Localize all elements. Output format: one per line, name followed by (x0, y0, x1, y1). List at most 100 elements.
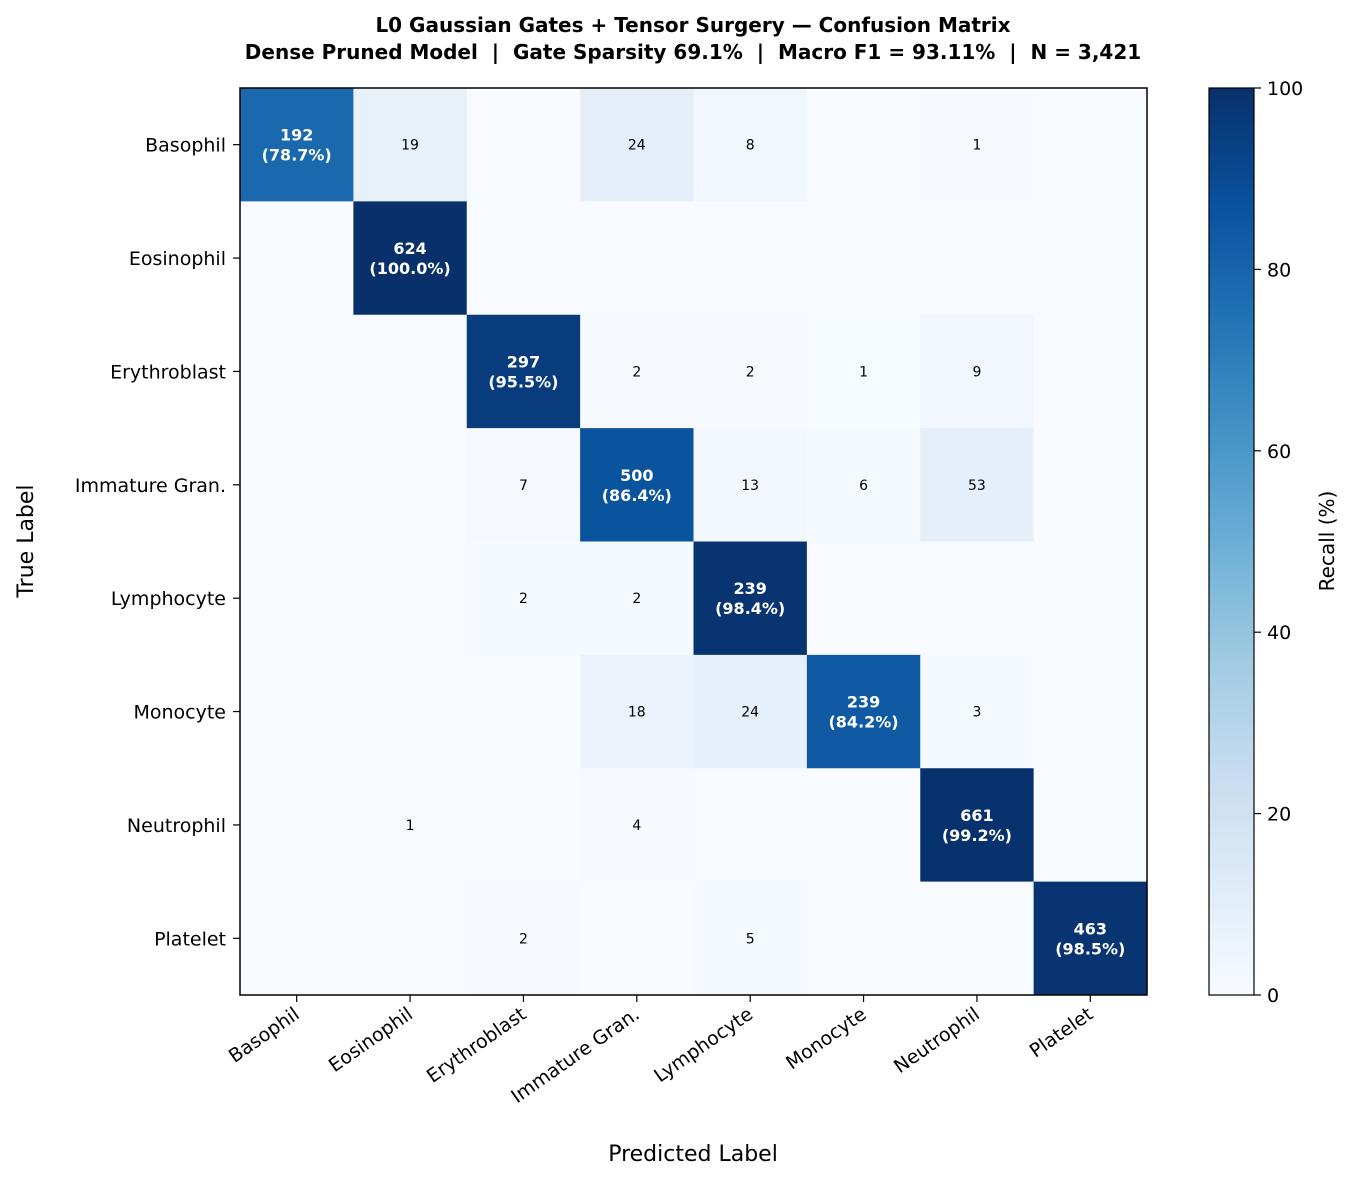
cell-count-label: 7 (519, 478, 528, 494)
matrix-cell (806, 881, 921, 996)
cell-count-label: 1 (859, 364, 868, 380)
matrix-cell (466, 881, 581, 996)
x-tick-label: Erythroblast (423, 1003, 531, 1088)
matrix-cell (693, 201, 808, 316)
cell-count-label: 4 (632, 818, 641, 834)
matrix-cell (240, 428, 354, 542)
cell-count-label: 2 (632, 364, 641, 380)
matrix-cell (693, 88, 808, 202)
x-tick-label: Lymphocyte (650, 1003, 757, 1087)
cell-percent-label: (95.5%) (488, 372, 558, 391)
matrix-cell (240, 768, 354, 883)
cell-count-label: 297 (507, 352, 540, 371)
matrix-cell (920, 428, 1035, 542)
matrix-cell (466, 314, 581, 429)
matrix-cell (580, 768, 694, 883)
chart-title: L0 Gaussian Gates + Tensor Surgery — Con… (375, 13, 1010, 37)
matrix-cell (1033, 428, 1148, 542)
colorbar-tick-label: 40 (1267, 622, 1291, 644)
matrix-cell (693, 541, 808, 656)
matrix-cell (240, 88, 354, 202)
matrix-cell (353, 881, 468, 996)
x-tick-label: Monocyte (782, 1003, 870, 1074)
colorbar-tick-label: 0 (1267, 985, 1279, 1007)
matrix-cell (693, 314, 808, 429)
cell-count-label: 53 (968, 478, 986, 494)
cell-count-label: 2 (519, 931, 528, 947)
matrix-cell (580, 201, 694, 316)
chart-subtitle: Dense Pruned Model | Gate Sparsity 69.1%… (245, 40, 1141, 64)
matrix-cell (353, 88, 468, 202)
cell-count-label: 2 (746, 364, 755, 380)
matrix-cell (806, 314, 921, 429)
matrix-cell (466, 428, 581, 542)
cell-count-label: 19 (401, 138, 419, 154)
cell-count-label: 1 (406, 818, 415, 834)
cell-count-label: 2 (632, 591, 641, 607)
y-tick-label: Eosinophil (129, 248, 226, 270)
colorbar-tick-label: 100 (1267, 78, 1303, 100)
matrix-cell (1033, 768, 1148, 883)
matrix-cell (466, 88, 581, 202)
matrix-cell (1033, 541, 1148, 656)
matrix-cell (580, 314, 694, 429)
cell-count-label: 2 (519, 591, 528, 607)
cell-percent-label: (100.0%) (369, 259, 450, 278)
y-tick-label: Basophil (145, 135, 226, 157)
cell-count-label: 463 (1074, 919, 1107, 938)
matrix-cell (466, 768, 581, 883)
cell-count-label: 8 (746, 138, 755, 154)
cell-count-label: 500 (620, 466, 653, 485)
matrix-cell (580, 881, 694, 996)
matrix-cell (353, 768, 468, 883)
matrix-cell (466, 654, 581, 769)
matrix-cell (806, 88, 921, 202)
cell-count-label: 239 (847, 693, 880, 712)
colorbar-label: Recall (%) (1315, 491, 1339, 592)
y-tick-label: Platelet (154, 928, 226, 950)
matrix-cell (466, 541, 581, 656)
matrix-cell (580, 88, 694, 202)
matrix-cell (1033, 201, 1148, 316)
matrix-cell (806, 541, 921, 656)
colorbar-ticks: 0 20 40 60 80 100 (1254, 78, 1303, 1007)
colorbar-tick-label: 80 (1267, 259, 1291, 281)
cell-count-label: 6 (859, 478, 868, 494)
colorbar-tick-label: 60 (1267, 441, 1291, 463)
colorbar-tick-label: 20 (1267, 804, 1291, 826)
matrix-cell (580, 428, 694, 542)
cell-percent-label: (84.2%) (828, 713, 898, 732)
matrix-cell (806, 428, 921, 542)
cell-count-label: 1 (972, 138, 981, 154)
cell-count-label: 18 (628, 705, 646, 721)
matrix-cell (693, 654, 808, 769)
matrix-cell (920, 768, 1035, 883)
cell-percent-label: (98.5%) (1055, 939, 1125, 958)
matrix-cell (1033, 88, 1148, 202)
matrix-cell (240, 654, 354, 769)
y-tick-label: Erythroblast (110, 361, 226, 383)
y-axis-ticks: Basophil Eosinophil Erythroblast Immature G… (75, 135, 240, 950)
matrix-cell (693, 428, 808, 542)
cell-count-label: 239 (733, 579, 766, 598)
matrix-cell (693, 768, 808, 883)
matrix-frame (239, 87, 1148, 996)
matrix-cell (580, 654, 694, 769)
matrix-cell (920, 654, 1035, 769)
matrix-cell (353, 428, 468, 542)
x-tick-label: Platelet (1026, 1003, 1098, 1062)
cell-percent-label: (98.4%) (715, 599, 785, 618)
matrix-cell (806, 768, 921, 883)
y-tick-label: Immature Gran. (75, 475, 226, 497)
cell-count-label: 13 (741, 478, 759, 494)
matrix-cell (580, 541, 694, 656)
matrix-cell (693, 881, 808, 996)
matrix-cell (920, 201, 1035, 316)
matrix-cell (1033, 314, 1148, 429)
matrix-cell (920, 314, 1035, 429)
cell-count-label: 9 (972, 364, 981, 380)
colorbar (1208, 87, 1255, 996)
